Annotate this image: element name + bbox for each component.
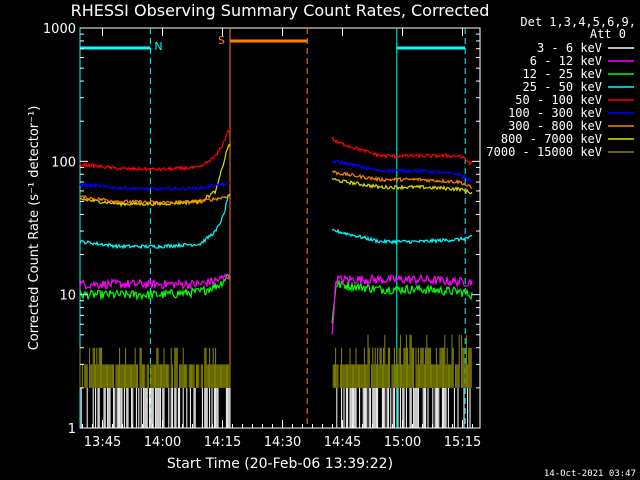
timestamp-footer: 14-Oct-2021 03:47 (544, 469, 636, 479)
legend-header-line-2: Att 0 (590, 27, 626, 41)
legend-label: 7000 - 15000 keV (486, 145, 602, 159)
y-axis-label: Corrected Count Rate (s⁻¹ detector⁻¹) (27, 106, 42, 351)
x-axis-label: Start Time (20-Feb-06 13:39:22) (167, 456, 393, 472)
series-line (331, 273, 473, 335)
series-line (331, 159, 473, 183)
series-300-800-kev (79, 170, 473, 205)
saa-marker-label: S (218, 34, 225, 47)
x-tick-label: 15:15 (444, 435, 481, 450)
x-tick-label: 14:30 (264, 435, 301, 450)
legend-label: 3 - 6 keV (537, 41, 602, 55)
series-line (331, 170, 473, 190)
series-line (79, 272, 231, 290)
series-25-50-kev (79, 193, 473, 250)
y-tick-label: 1000 (43, 22, 76, 37)
legend-header-line-1: Det 1,3,4,5,6,9, (520, 15, 636, 29)
x-tick-label: 14:45 (324, 435, 361, 450)
legend-label: 300 - 800 keV (508, 119, 602, 133)
series-50-100-kev (79, 129, 473, 173)
series-100-300-kev (79, 159, 473, 192)
x-tick-label: 14:00 (144, 435, 181, 450)
series-line (331, 177, 473, 195)
y-tick-label: 100 (51, 155, 76, 170)
series-3-6-kev (80, 387, 471, 428)
x-axis-ticks: 13:45 14:00 14:15 14:30 14:45 15:00 15:15 (82, 28, 481, 450)
series-line (331, 136, 473, 167)
x-tick-label: 14:15 (204, 435, 241, 450)
y-tick-label: 10 (59, 289, 76, 304)
series-7000-15000-kev (79, 334, 472, 388)
legend-label: 25 - 50 keV (523, 80, 602, 94)
legend-label: 6 - 12 keV (530, 54, 602, 68)
series-line (331, 228, 473, 245)
x-tick-label: 15:00 (384, 435, 421, 450)
series-12-25-kev (79, 273, 473, 324)
x-tick-label: 13:45 (84, 435, 121, 450)
series-line (79, 273, 231, 301)
legend-label: 100 - 300 keV (508, 106, 602, 120)
legend-label: 50 - 100 keV (515, 93, 602, 107)
series-line (79, 181, 231, 192)
legend-label: 800 - 7000 keV (501, 132, 602, 146)
y-axis-ticks: 1 10 100 1000 (43, 22, 480, 437)
series-6-12-kev (79, 272, 473, 335)
chart-title: RHESSI Observing Summary Count Rates, Co… (71, 1, 490, 20)
series-line (79, 143, 231, 208)
y-tick-label: 1 (68, 422, 76, 437)
night-marker-label: N (154, 40, 162, 53)
series-800-7000-kev (79, 143, 473, 208)
series-line (79, 129, 231, 173)
series-line (79, 194, 231, 205)
series-line (331, 278, 473, 324)
series-line (79, 193, 231, 250)
legend-label: 12 - 25 keV (523, 67, 602, 81)
